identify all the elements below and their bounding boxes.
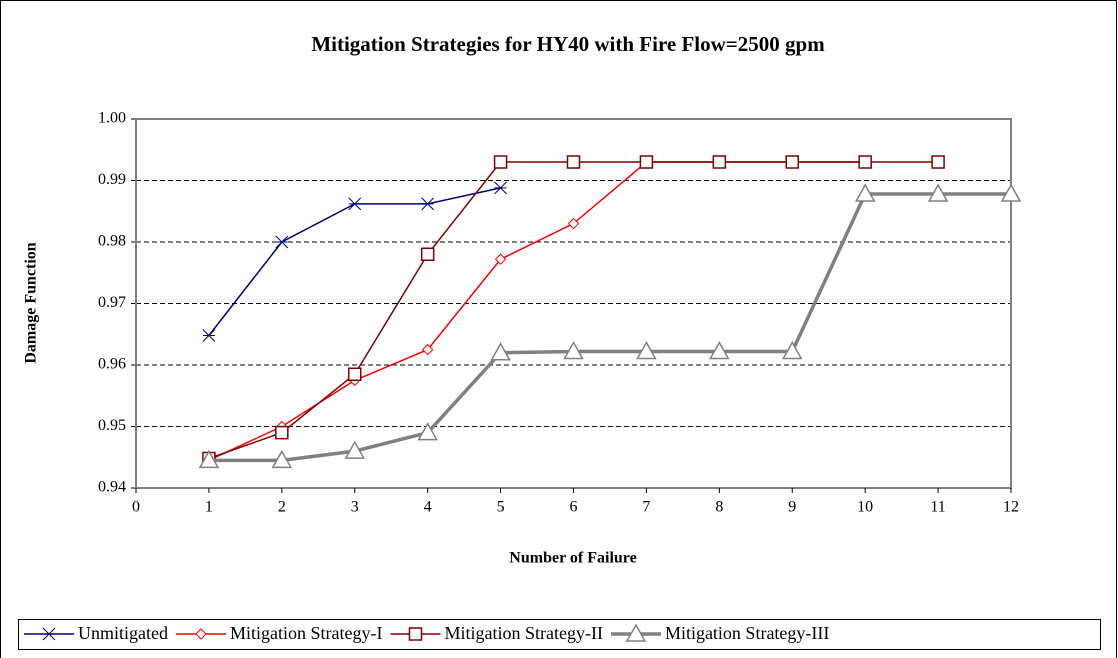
legend-label: Mitigation Strategy-I bbox=[230, 623, 382, 643]
x-tick-label: 3 bbox=[351, 499, 359, 516]
series-line bbox=[208, 161, 866, 462]
data-point bbox=[348, 367, 362, 381]
chart-title: Mitigation Strategies for HY40 with Fire… bbox=[311, 32, 825, 56]
data-point bbox=[494, 253, 507, 265]
x-tick-label: 9 bbox=[788, 499, 796, 516]
legend-marker bbox=[195, 628, 207, 640]
y-tick-label: 1.00 bbox=[98, 110, 126, 127]
data-point bbox=[344, 440, 366, 459]
x-tick-label: 11 bbox=[930, 499, 945, 516]
legend-label: Mitigation Strategy-II bbox=[444, 623, 602, 643]
x-tick-label: 8 bbox=[715, 499, 723, 516]
data-point bbox=[854, 183, 876, 202]
data-point bbox=[421, 197, 435, 211]
x-tick-label: 12 bbox=[1003, 499, 1019, 516]
legend-label: Mitigation Strategy-III bbox=[665, 623, 829, 643]
y-tick-label: 0.95 bbox=[98, 417, 126, 434]
series-line bbox=[208, 161, 939, 460]
data-point bbox=[202, 329, 216, 342]
x-tick-label: 7 bbox=[642, 499, 650, 516]
data-point bbox=[275, 235, 289, 249]
legend-marker bbox=[408, 627, 423, 641]
legend-label: Unmitigated bbox=[78, 623, 168, 643]
data-point bbox=[1000, 183, 1022, 202]
x-tick-label: 10 bbox=[857, 499, 873, 516]
data-point bbox=[785, 155, 799, 169]
data-point bbox=[421, 343, 434, 356]
x-tick-label: 1 bbox=[205, 499, 213, 516]
data-point bbox=[563, 340, 584, 360]
data-point bbox=[493, 155, 508, 169]
data-point bbox=[858, 155, 872, 169]
legend-marker bbox=[42, 627, 56, 641]
x-tick-label: 6 bbox=[570, 499, 578, 516]
data-point bbox=[781, 340, 803, 360]
data-point bbox=[490, 342, 511, 361]
data-point bbox=[494, 181, 507, 195]
series-line bbox=[208, 192, 1011, 463]
data-point bbox=[275, 425, 289, 440]
data-point bbox=[712, 155, 727, 169]
data-point bbox=[639, 155, 654, 169]
y-tick-label: 0.96 bbox=[98, 356, 126, 373]
y-tick-label: 0.97 bbox=[98, 294, 126, 311]
legend-box bbox=[18, 619, 1101, 650]
y-tick-label: 0.99 bbox=[98, 171, 126, 188]
x-axis-label: Number of Failure bbox=[509, 550, 636, 567]
data-point bbox=[636, 340, 657, 360]
data-point bbox=[709, 340, 730, 360]
data-point bbox=[567, 217, 580, 230]
legend-marker bbox=[625, 623, 647, 642]
x-tick-label: 0 bbox=[132, 499, 140, 516]
data-point bbox=[271, 449, 293, 469]
y-tick-label: 0.94 bbox=[98, 479, 126, 496]
data-point bbox=[348, 197, 362, 211]
x-tick-label: 5 bbox=[497, 499, 505, 516]
data-point bbox=[420, 247, 435, 262]
x-tick-label: 4 bbox=[424, 499, 432, 516]
y-tick-label: 0.98 bbox=[98, 233, 126, 250]
data-point bbox=[931, 155, 945, 169]
data-point bbox=[566, 155, 581, 169]
y-axis-label: Damage Function bbox=[23, 242, 40, 363]
data-point bbox=[198, 449, 220, 469]
data-point bbox=[927, 183, 949, 202]
x-tick-label: 2 bbox=[278, 499, 286, 516]
data-point bbox=[417, 422, 438, 441]
